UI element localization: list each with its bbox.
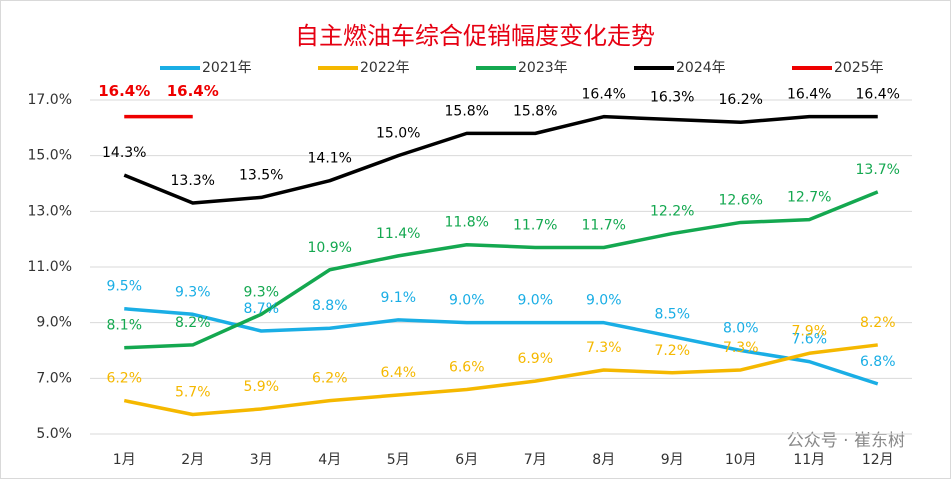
data-label: 16.4% [98, 82, 150, 100]
x-tick-label: 5月 [387, 452, 410, 468]
x-tick-label: 6月 [455, 452, 478, 468]
data-label: 9.1% [380, 290, 416, 306]
x-tick-label: 10月 [725, 452, 757, 468]
data-label: 7.6% [791, 332, 827, 348]
x-tick-label: 7月 [524, 452, 547, 468]
legend-label: 2023年 [518, 60, 568, 76]
data-label: 11.4% [376, 226, 420, 242]
data-label: 6.2% [312, 371, 348, 387]
data-label: 9.3% [175, 284, 211, 300]
series-line [123, 343, 878, 417]
data-label: 16.4% [167, 82, 219, 100]
data-label: 16.4% [582, 87, 626, 103]
watermark: 公众号 · 崔东树 [787, 431, 905, 451]
data-label: 14.3% [102, 145, 146, 161]
series-line [124, 190, 879, 350]
x-tick-label: 1月 [113, 452, 136, 468]
data-label: 16.4% [856, 87, 900, 103]
legend-label: 2024年 [676, 60, 726, 76]
chart-title: 自主燃油车综合促销幅度变化走势 [295, 22, 655, 50]
data-label: 8.2% [175, 315, 211, 331]
data-label: 8.7% [243, 301, 279, 317]
series-line [123, 114, 878, 205]
data-label: 9.0% [517, 293, 553, 309]
data-label: 5.7% [175, 385, 211, 401]
y-tick-label: 7.0% [36, 370, 72, 386]
x-tick-label: 9月 [661, 452, 684, 468]
legend-label: 2021年 [202, 60, 252, 76]
data-label: 7.3% [723, 340, 759, 356]
series-line [124, 306, 879, 386]
data-label: 13.3% [171, 173, 215, 189]
data-label: 8.1% [106, 318, 142, 334]
legend-label: 2022年 [360, 60, 410, 76]
data-label: 7.9% [791, 323, 827, 339]
data-label: 8.8% [312, 298, 348, 314]
data-label: 6.6% [449, 359, 485, 375]
legend-label: 2025年 [834, 60, 884, 76]
data-label: 8.2% [860, 315, 896, 331]
data-label: 11.8% [445, 215, 489, 231]
y-tick-label: 17.0% [28, 92, 72, 108]
y-tick-label: 5.0% [36, 426, 72, 442]
x-tick-label: 4月 [318, 452, 341, 468]
data-label: 9.5% [106, 279, 142, 295]
data-label: 14.1% [308, 151, 352, 167]
data-label: 13.7% [856, 162, 900, 178]
data-label: 15.8% [513, 103, 557, 119]
data-label: 12.7% [787, 190, 831, 206]
data-label: 11.7% [582, 217, 626, 233]
data-label: 9.3% [243, 284, 279, 300]
data-label: 16.4% [787, 87, 831, 103]
data-label: 10.9% [308, 240, 352, 256]
data-label: 11.7% [513, 217, 557, 233]
data-label: 12.2% [650, 204, 694, 220]
y-tick-label: 11.0% [28, 259, 72, 275]
data-label: 7.2% [654, 343, 690, 359]
y-tick-label: 15.0% [28, 148, 72, 164]
x-tick-label: 3月 [250, 452, 273, 468]
data-label: 8.5% [654, 307, 690, 323]
x-tick-label: 11月 [793, 452, 825, 468]
data-label: 9.0% [449, 293, 485, 309]
x-tick-label: 2月 [181, 452, 204, 468]
x-tick-label: 12月 [862, 452, 894, 468]
y-tick-label: 9.0% [36, 315, 72, 331]
data-label: 7.3% [586, 340, 622, 356]
data-label: 15.8% [445, 103, 489, 119]
y-tick-label: 13.0% [28, 203, 72, 219]
data-label: 9.0% [586, 293, 622, 309]
data-label: 15.0% [376, 126, 420, 142]
data-label: 6.9% [517, 351, 553, 367]
data-label: 16.2% [719, 92, 763, 108]
data-label: 8.0% [723, 320, 759, 336]
data-label: 6.2% [106, 371, 142, 387]
x-tick-label: 8月 [592, 452, 615, 468]
data-label: 16.3% [650, 89, 694, 105]
data-label: 6.4% [380, 365, 416, 381]
data-label: 13.5% [239, 167, 283, 183]
data-label: 5.9% [243, 379, 279, 395]
data-label: 6.8% [860, 354, 896, 370]
data-label: 12.6% [719, 192, 763, 208]
